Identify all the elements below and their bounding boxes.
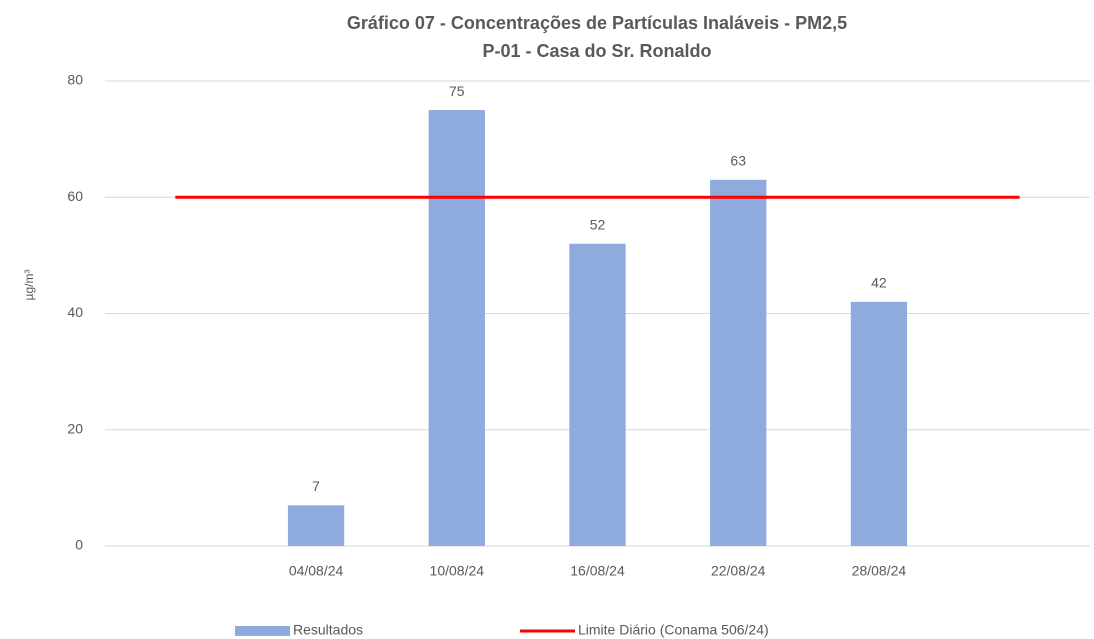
chart-subtitle: P-01 - Casa do Sr. Ronaldo [482,41,711,61]
data-label: 75 [449,83,465,99]
data-label: 63 [730,153,746,169]
data-label: 42 [871,275,887,291]
legend-label: Limite Diário (Conama 506/24) [578,622,769,638]
legend-swatch [235,626,290,636]
bar [850,301,908,546]
bar [710,179,767,546]
x-tick-label: 22/08/24 [711,563,766,579]
bar [569,243,626,546]
x-tick-label: 10/08/24 [430,563,485,579]
x-tick-label: 16/08/24 [570,563,625,579]
data-label: 7 [312,478,320,494]
bar [287,505,345,546]
y-tick-label: 40 [67,304,83,320]
chart-title: Gráfico 07 - Concentrações de Partículas… [347,13,847,33]
x-tick-label: 04/08/24 [289,563,344,579]
data-label: 52 [590,216,606,232]
y-tick-label: 0 [75,537,83,553]
x-tick-label: 28/08/24 [852,563,907,579]
y-tick-label: 80 [67,72,83,88]
bar [428,110,485,546]
legend-label: Resultados [293,622,363,638]
y-tick-label: 60 [67,188,83,204]
y-axis-label: µg/m³ [22,270,36,301]
y-tick-label: 20 [67,420,83,436]
